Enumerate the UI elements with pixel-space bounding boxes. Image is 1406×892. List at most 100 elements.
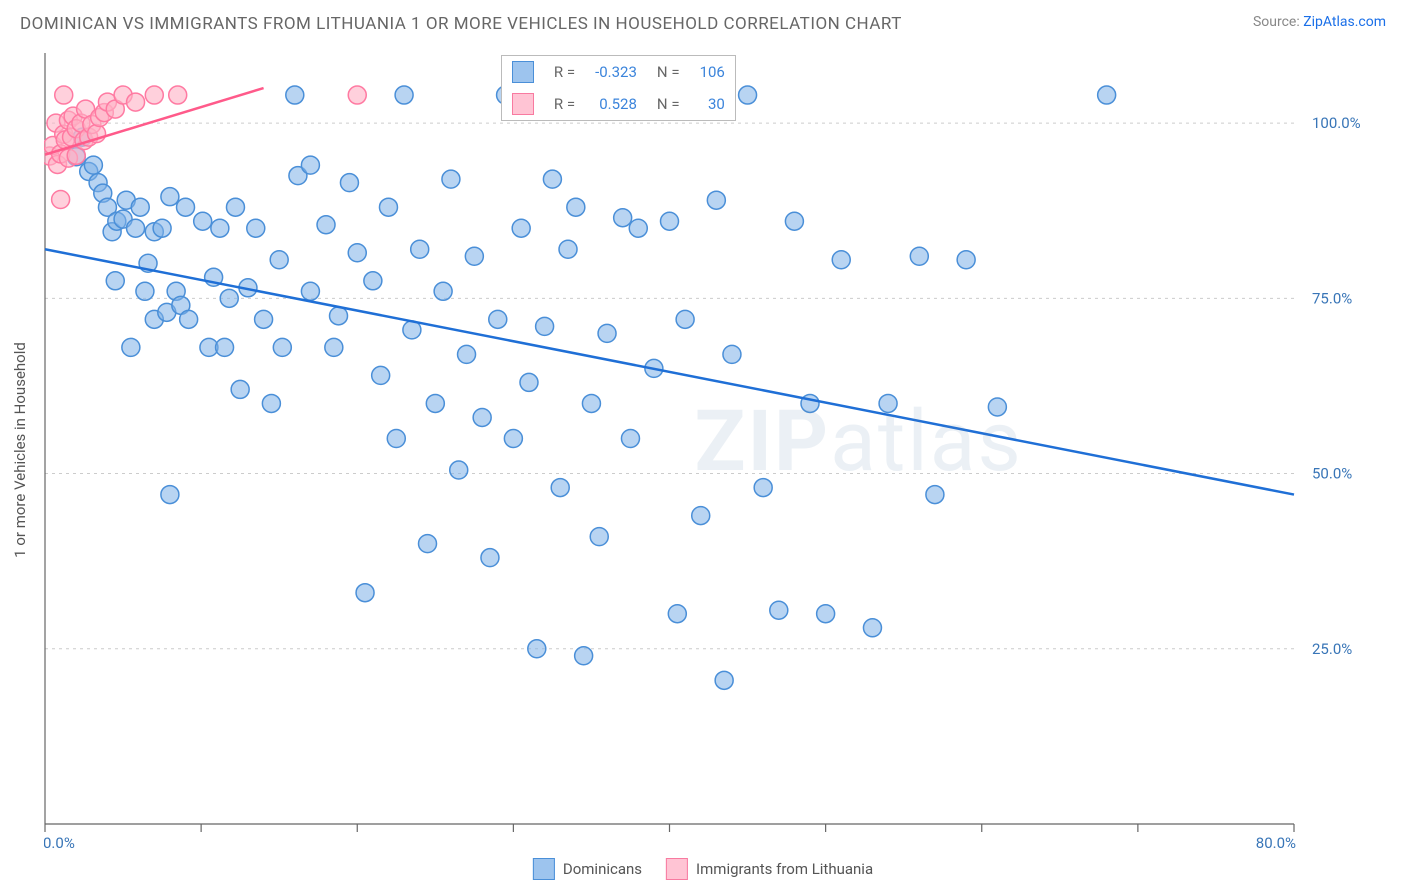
stats-n-value: 30 — [690, 88, 735, 120]
data-point — [473, 408, 491, 426]
data-point — [481, 549, 499, 567]
y-tick-label: 100.0% — [1312, 114, 1361, 132]
data-point — [715, 671, 733, 689]
data-point — [614, 209, 632, 227]
x-tick-label: 80.0% — [1256, 834, 1296, 852]
legend-swatch — [666, 858, 688, 880]
data-point — [153, 219, 171, 237]
data-point — [910, 247, 928, 265]
data-point — [489, 310, 507, 328]
data-point — [273, 338, 291, 356]
legend-label: Dominicans — [563, 860, 642, 878]
data-point — [598, 324, 616, 342]
data-point — [348, 244, 366, 262]
data-point — [536, 317, 554, 335]
data-point — [177, 198, 195, 216]
data-point — [262, 394, 280, 412]
data-point — [348, 86, 366, 104]
data-point — [106, 272, 124, 290]
data-point — [450, 461, 468, 479]
data-point — [231, 380, 249, 398]
data-point — [559, 240, 577, 258]
data-point — [84, 156, 102, 174]
stats-legend-box: R =-0.323N =106R =0.528N =30 — [501, 55, 736, 121]
data-point — [575, 647, 593, 665]
data-point — [434, 282, 452, 300]
data-point — [567, 198, 585, 216]
data-point — [817, 605, 835, 623]
data-point — [379, 198, 397, 216]
data-point — [551, 479, 569, 497]
legend-item: Dominicans — [533, 858, 642, 880]
data-point — [127, 219, 145, 237]
data-point — [676, 310, 694, 328]
data-point — [220, 289, 238, 307]
data-point — [372, 366, 390, 384]
data-point — [832, 251, 850, 269]
stats-row: R =-0.323N =106 — [502, 56, 735, 88]
source-link[interactable]: ZipAtlas.com — [1303, 14, 1386, 30]
stats-r-label: R = — [544, 88, 585, 120]
stats-row: R =0.528N =30 — [502, 88, 735, 120]
data-point — [863, 619, 881, 637]
data-point — [543, 170, 561, 188]
data-point — [723, 345, 741, 363]
stats-n-label: N = — [647, 56, 690, 88]
data-point — [512, 219, 530, 237]
data-point — [330, 307, 348, 325]
stats-r-label: R = — [544, 56, 585, 88]
data-point — [301, 282, 319, 300]
data-point — [136, 282, 154, 300]
data-point — [255, 310, 273, 328]
data-point — [226, 198, 244, 216]
data-point — [356, 584, 374, 602]
data-point — [411, 240, 429, 258]
watermark-strong: ZIP — [694, 392, 830, 491]
x-tick-label: 0.0% — [44, 834, 75, 852]
data-point — [419, 535, 437, 553]
data-point — [211, 219, 229, 237]
stats-n-value: 106 — [690, 56, 735, 88]
legend-bottom: DominicansImmigrants from Lithuania — [533, 858, 873, 880]
source-attribution: Source: ZipAtlas.com — [1253, 14, 1386, 34]
data-point — [528, 640, 546, 658]
data-point — [387, 430, 405, 448]
legend-swatch — [533, 858, 555, 880]
watermark-light: atlas — [830, 392, 1023, 491]
data-point — [590, 528, 608, 546]
data-point — [286, 86, 304, 104]
y-tick-label: 25.0% — [1312, 640, 1352, 658]
data-point — [739, 86, 757, 104]
legend-swatch — [512, 93, 534, 115]
watermark: ZIPatlas — [694, 392, 1022, 491]
data-point — [426, 394, 444, 412]
stats-r-value: 0.528 — [585, 88, 647, 120]
legend-swatch — [512, 61, 534, 83]
data-point — [325, 338, 343, 356]
data-point — [707, 191, 725, 209]
data-point — [520, 373, 538, 391]
data-point — [465, 247, 483, 265]
data-point — [582, 394, 600, 412]
data-point — [216, 338, 234, 356]
data-point — [957, 251, 975, 269]
y-axis-label: 1 or more Vehicles in Household — [11, 342, 29, 558]
y-tick-label: 50.0% — [1312, 465, 1352, 483]
stats-r-value: -0.323 — [585, 56, 647, 88]
data-point — [161, 188, 179, 206]
data-point — [629, 219, 647, 237]
data-point — [668, 605, 686, 623]
data-point — [364, 272, 382, 290]
data-point — [317, 216, 335, 234]
data-point — [122, 338, 140, 356]
source-prefix: Source: — [1253, 14, 1303, 30]
chart-title: DOMINICAN VS IMMIGRANTS FROM LITHUANIA 1… — [20, 14, 902, 34]
data-point — [161, 486, 179, 504]
data-point — [458, 345, 476, 363]
data-point — [770, 601, 788, 619]
data-point — [247, 219, 265, 237]
data-point — [301, 156, 319, 174]
data-point — [194, 212, 212, 230]
data-point — [145, 86, 163, 104]
data-point — [785, 212, 803, 230]
